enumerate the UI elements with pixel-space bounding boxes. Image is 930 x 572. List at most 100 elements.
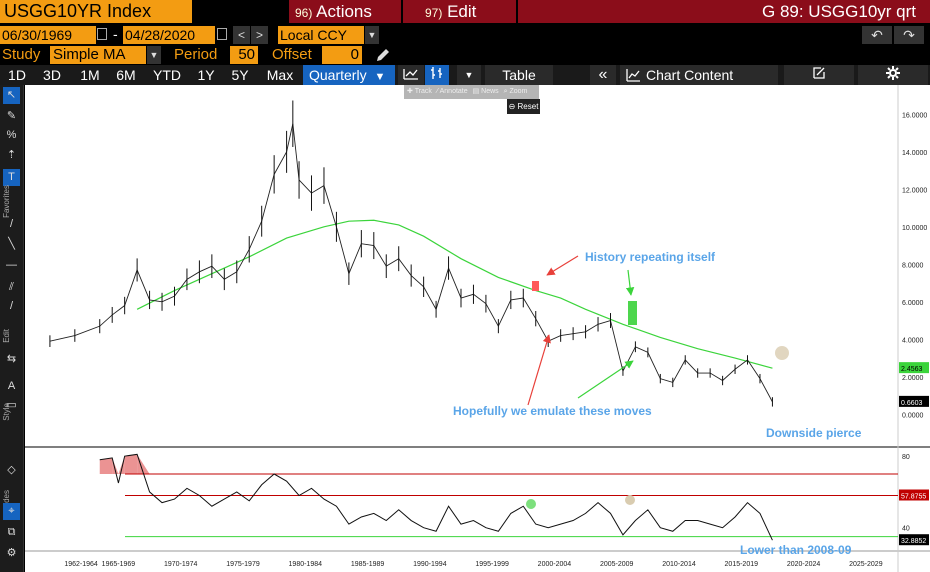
actions-label: Actions (316, 2, 372, 21)
percent-tool-icon[interactable]: % (6, 129, 17, 141)
frequency-select[interactable]: Quarterly ▼ (303, 65, 395, 85)
green-arrow-bottom (577, 360, 634, 399)
range-tool-icon[interactable]: ⇆ (6, 353, 17, 365)
rsi-overbought-fill (137, 454, 150, 475)
annotation-tool-icon[interactable]: ✎ (6, 110, 17, 122)
reset-button[interactable]: ⊖ Reset (507, 99, 540, 114)
green-rsi-circle (526, 499, 536, 509)
edit-chart-icon[interactable] (784, 65, 854, 85)
line-chart-icon[interactable] (398, 65, 424, 85)
x-tick-label: 1962-1964 (64, 561, 98, 568)
end-date-field[interactable]: 04/28/2020 (123, 26, 215, 44)
x-tick-label: 1990-1994 (413, 561, 447, 568)
frequency-dropdown-icon: ▼ (374, 71, 386, 83)
delete-tool-icon[interactable]: ▭ (6, 399, 17, 411)
text-tool-icon[interactable]: T (3, 169, 20, 186)
x-tick-label: 1965-1969 (102, 561, 136, 568)
range-3d[interactable]: 3D (43, 67, 61, 83)
price-tick-label: 2.0000 (902, 375, 924, 382)
price-tick-label: 10.0000 (902, 225, 927, 232)
brush-tool-icon[interactable]: ╲ (8, 238, 15, 250)
start-calendar-icon[interactable] (97, 28, 107, 40)
pointer-tool-icon[interactable]: ↖ (3, 87, 20, 104)
horizontal-line-icon[interactable]: — (6, 259, 17, 271)
favorites-tab[interactable]: Favorites (2, 185, 11, 218)
end-calendar-icon[interactable] (217, 28, 227, 40)
crosshair-mode-icon[interactable]: ⌖ (3, 503, 20, 520)
rsi-level-value-label: 57.8755 (901, 494, 926, 501)
font-tool-icon[interactable]: A (7, 380, 16, 392)
edit-number: 97) (425, 6, 443, 20)
range-5y[interactable]: 5Y (231, 67, 249, 83)
offset-input[interactable]: 0 (322, 46, 362, 64)
study-dropdown-icon[interactable]: ▼ (147, 46, 161, 64)
measure-tool-icon[interactable]: ⇡ (6, 149, 17, 161)
price-tick-label: 12.0000 (902, 187, 927, 194)
range-1d[interactable]: 1D (8, 67, 26, 83)
x-tick-label: 1975-1979 (226, 561, 260, 568)
range-1m[interactable]: 1M (80, 67, 100, 83)
x-tick-label: 1980-1984 (289, 561, 323, 568)
rsi-level-value-label-bg (899, 489, 929, 501)
study-bar: Study Simple MA ▼ Period 50 Offset 0 (0, 45, 930, 65)
pencil-icon[interactable] (375, 48, 391, 63)
next-period-button[interactable]: > (251, 26, 268, 44)
rsi-overbought-fill (118, 456, 125, 475)
title-bar: USGG10YR Index 96) Actions 97) Edit G 89… (0, 0, 930, 23)
collapse-icon[interactable]: « (590, 65, 616, 85)
last-price-label-bg (899, 395, 929, 407)
edit-menu[interactable]: 97) Edit (403, 0, 516, 23)
chart-panel[interactable]: ✚ Track ⁄ Annotate ▤ News ⌕ Zoom ⊖ Reset… (25, 85, 930, 572)
date-range-bar: 06/30/1969 - 04/28/2020 < > Local CCY ▼ … (0, 24, 930, 45)
prev-period-button[interactable]: < (233, 26, 250, 44)
rsi-overbought-fill (124, 454, 138, 475)
style-tab[interactable]: Style (2, 403, 11, 421)
ma-last-value-label-bg (899, 362, 929, 374)
channel-tool-icon[interactable]: ⫽ (9, 281, 14, 293)
news-tool[interactable]: ▤ News (472, 88, 499, 95)
reset-icon: ⊖ (508, 102, 516, 111)
actions-number: 96) (295, 6, 313, 20)
rsi-last-value-label-bg (899, 534, 929, 546)
drawing-toolbar: ↖ ✎ % ⇡ T Favorites / ╲ — ⫽ / Edit ⇆ A ▭… (0, 85, 24, 572)
rsi-line (99, 453, 773, 541)
range-6m[interactable]: 6M (116, 67, 136, 83)
chart-type-dropdown-icon[interactable]: ▼ (457, 65, 481, 85)
study-select[interactable]: Simple MA (50, 46, 146, 64)
link-mode-icon[interactable]: ⧉ (7, 526, 16, 538)
ticker-field[interactable]: USGG10YR Index (0, 0, 192, 23)
bar-chart-icon[interactable] (425, 65, 449, 85)
settings-mode-icon[interactable]: ⚙ (6, 547, 17, 559)
annotation-history: History repeating itself (585, 250, 716, 264)
actions-menu[interactable]: 96) Actions (289, 0, 401, 23)
redo-button[interactable]: ↷ (894, 26, 924, 44)
track-tool[interactable]: ✚ Track (407, 88, 432, 95)
currency-select[interactable]: Local CCY (278, 26, 364, 44)
edit-label: Edit (447, 2, 477, 21)
annotation-emulate: Hopefully we emulate these moves (453, 404, 652, 418)
line-tool-icon[interactable]: / (9, 218, 14, 230)
range-ytd[interactable]: YTD (153, 67, 181, 83)
edit-tab[interactable]: Edit (2, 329, 11, 343)
range-max[interactable]: Max (266, 67, 294, 83)
annotation-lower: Lower than 2008-09 (740, 543, 852, 557)
x-tick-label: 2015-2019 (725, 561, 759, 568)
range-toolbar: 1D 3D 1M 6M YTD 1Y 5Y Max Quarterly ▼ ▼ … (0, 65, 930, 85)
start-date-field[interactable]: 06/30/1969 (0, 26, 96, 44)
annotate-tool[interactable]: ⁄ Annotate (436, 88, 468, 95)
frequency-label: Quarterly (309, 67, 367, 83)
red-highlight-box (532, 281, 539, 291)
currency-dropdown-icon[interactable]: ▼ (365, 26, 379, 44)
table-button[interactable]: Table (485, 65, 553, 85)
settings-gear-icon[interactable] (858, 65, 928, 85)
range-1y[interactable]: 1Y (197, 67, 215, 83)
segment-tool-icon[interactable]: / (9, 300, 14, 312)
chart-content-button[interactable]: Chart Content (620, 65, 778, 85)
x-tick-label: 2010-2014 (662, 561, 696, 568)
zoom-tool[interactable]: ⌕ Zoom (503, 88, 528, 95)
price-tick-label: 4.0000 (902, 337, 924, 344)
last-price-label: 0.6603 (901, 400, 923, 407)
undo-button[interactable]: ↶ (862, 26, 892, 44)
period-input[interactable]: 50 (230, 46, 258, 64)
marker-tool-icon[interactable]: ◇ (7, 464, 16, 476)
